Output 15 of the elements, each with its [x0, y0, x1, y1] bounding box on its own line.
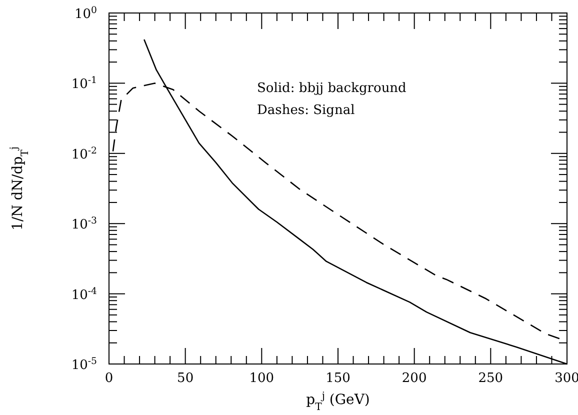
- y-tick-label: 10$^{-1}$: [71, 74, 97, 92]
- x-tick-label: 250: [478, 371, 504, 386]
- y-tick-label: 10$^{-3}$: [71, 215, 98, 233]
- x-axis-title: p$_{T}$$^{j}$ (GeV): [306, 390, 370, 412]
- x-tick-label: 100: [249, 371, 274, 386]
- y-tick-label: 10$^{0}$: [74, 4, 98, 22]
- annotation: Dashes: Signal: [257, 103, 355, 118]
- x-tick-label: 0: [104, 371, 114, 386]
- y-tick-label: 10$^{-2}$: [71, 144, 98, 162]
- x-tick-label: 150: [326, 371, 350, 386]
- x-tick-label: 50: [177, 371, 194, 386]
- x-tick-label: 200: [402, 371, 427, 386]
- y-tick-label: 10$^{-4}$: [71, 285, 98, 303]
- annotation: Solid: bbjj background: [257, 81, 406, 96]
- y-tick-label: 10$^{-5}$: [71, 356, 98, 373]
